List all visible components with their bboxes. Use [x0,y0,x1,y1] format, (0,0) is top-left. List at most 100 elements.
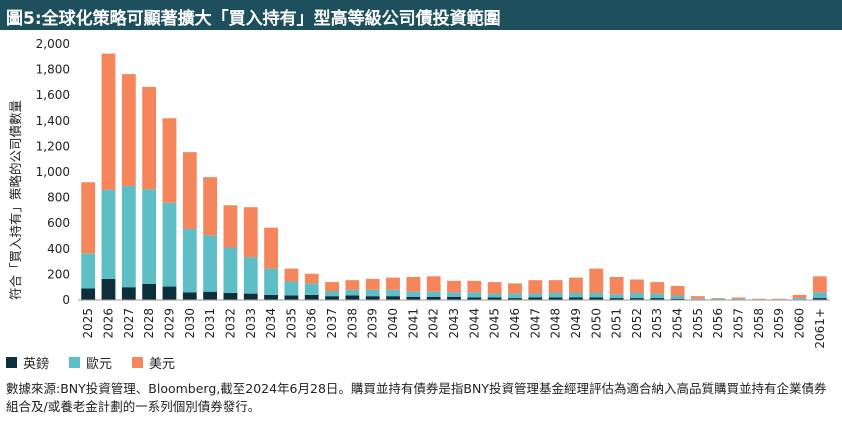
bar-segment [792,298,807,300]
bar-segment [365,278,380,290]
x-tick-label: 2029 [162,308,176,339]
bar-segment [426,276,441,292]
bar-segment [650,282,665,294]
y-axis: 0 200 400 600 800 1,000 1,200 1,400 1,600 1,800 2,… [36,37,70,307]
bar-segment [223,205,238,248]
x-tick-label: 2035 [284,308,298,339]
bar-segment [487,297,502,300]
bar-segment [426,291,441,297]
bar-segment [284,295,299,300]
bar-segment [121,74,136,187]
legend: 英鎊 歐元 美元 [6,353,195,372]
bar-segment [548,292,563,298]
x-tick-label: 2044 [467,308,481,339]
x-tick-label: 2052 [630,308,644,339]
bar-segment [365,296,380,300]
y-tick-label: 1,000 [36,165,70,179]
legend-label: 美元 [149,357,176,372]
bar-segment [447,280,461,293]
page-title: 圖5:全球化策略可顯著擴大「買入持有」型高等級公司債投資範圍 [6,9,501,29]
bar-segment [589,292,604,298]
bar-segment [548,297,563,300]
bar-segment [792,294,807,299]
bar-segment [447,296,461,300]
bar-segment [304,273,319,284]
bar-segment [772,298,787,300]
bar-segment [182,152,197,229]
legend-swatch [6,357,17,368]
x-tick-label: 2032 [223,308,237,339]
bar-segment [812,292,827,299]
bar-segment [609,276,624,295]
y-tick-label: 1,400 [36,114,70,128]
y-tick-label: 1,800 [36,63,70,77]
bar-segment [589,297,604,300]
x-tick-label: 2061+ [813,308,827,349]
bar-segment [630,279,644,293]
bar-segment [101,53,116,190]
bar-segment [406,296,421,300]
bar-segment [304,294,319,300]
x-tick-label: 2055 [691,308,705,339]
bar-segment [243,293,258,300]
bar-segment [711,298,726,299]
bar-segment [508,298,522,300]
x-tick-label: 2051 [610,308,624,339]
bar-segment [487,282,502,294]
bars [81,53,827,300]
bar-segment [487,293,502,298]
y-tick-label: 400 [47,242,70,256]
x-tick-label: 2060 [793,308,807,339]
x-tick-label: 2039 [366,308,380,339]
x-tick-label: 2037 [325,308,339,339]
bar-segment [203,235,218,292]
bar-segment [81,288,96,300]
bar-segment [304,283,319,295]
bar-segment [670,298,685,300]
bar-segment [508,283,522,294]
x-tick-label: 2050 [589,308,603,339]
x-tick-label: 2045 [488,308,502,339]
y-tick-label: 1,200 [36,139,70,153]
bar-segment [182,292,197,300]
bar-segment [81,182,96,254]
x-tick-label: 2043 [447,308,461,339]
y-tick-label: 800 [47,191,70,205]
bar-segment [812,298,827,300]
bar-segment [690,296,705,299]
bar-segment [345,295,360,300]
bar-segment [162,202,177,287]
bar-segment [142,189,157,284]
x-tick-label: 2033 [244,308,258,339]
bar-segment [243,257,258,294]
bar-segment [142,86,157,190]
bar-segment [548,280,563,293]
bar-segment [589,268,604,293]
bar-segment [162,118,177,203]
x-tick-label: 2030 [183,308,197,339]
legend-item: 英鎊 [6,353,49,372]
bar-segment [345,280,360,290]
title-bar: 圖5:全球化策略可顯著擴大「買入持有」型高等級公司債投資範圍 [0,0,842,30]
bar-segment [142,284,157,300]
bar-segment [670,295,685,299]
x-tick-label: 2057 [732,308,746,339]
bar-segment [731,298,746,300]
bar-segment [264,227,278,269]
bar-segment [467,280,482,293]
bar-segment [121,287,136,300]
bar-segment [223,292,238,300]
x-tick-label: 2042 [427,308,441,339]
bar-segment [325,282,339,292]
x-tick-label: 2059 [772,308,786,339]
bar-segment [569,292,583,298]
bar-segment [670,285,685,296]
legend-swatch [132,357,144,368]
bar-segment [569,297,583,300]
bar-segment [386,289,400,297]
bar-segment [243,207,258,258]
bar-segment [650,293,665,299]
legend-label: 英鎊 [23,357,50,372]
bar-segment [203,291,218,300]
y-tick-label: 0 [62,293,70,307]
